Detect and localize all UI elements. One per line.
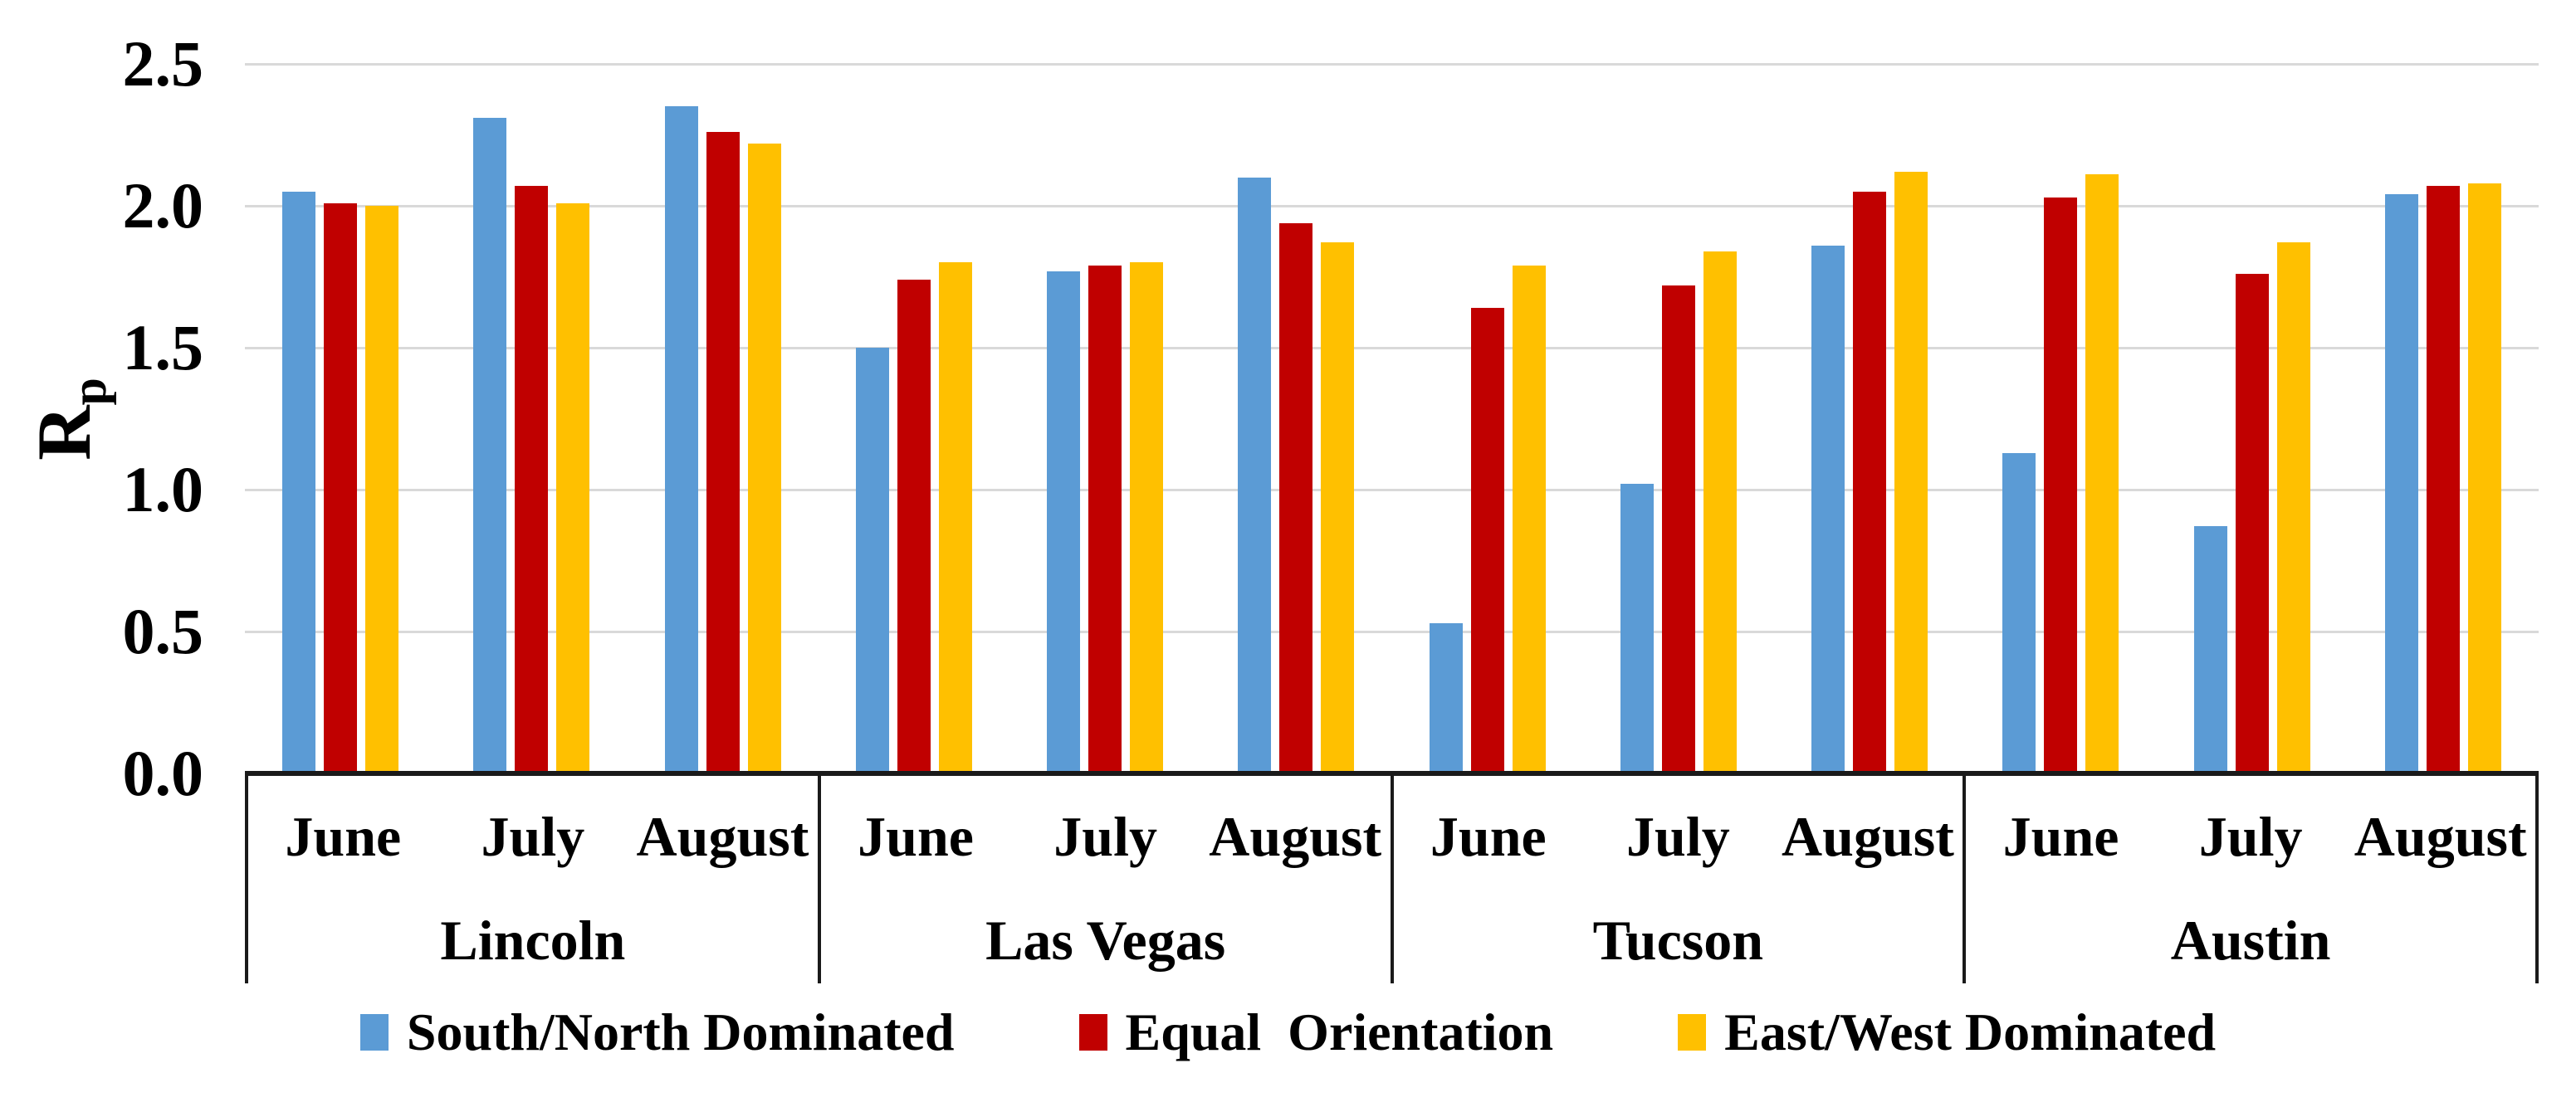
- bar-cluster-las-vegas-july: [1009, 64, 1200, 773]
- bar-cluster-lincoln-june: [245, 64, 436, 773]
- y-tick-label-0-5: 0.5: [122, 595, 204, 667]
- gridline-1.0: [245, 488, 2539, 491]
- category-group-las-vegas: June July August Las Vegas: [821, 776, 1394, 983]
- legend-item-east-west-dominated: East/West Dominated: [1678, 1006, 2216, 1059]
- bar-cluster-lincoln-july: [436, 64, 627, 773]
- bar-south-north-dominated-las-vegas-july: [1047, 271, 1081, 773]
- city-label-lincoln: Lincoln: [440, 908, 626, 972]
- bar-east-west-dominated-las-vegas-august: [1321, 242, 1355, 773]
- city-label-tucson: Tucson: [1592, 908, 1764, 972]
- bar-east-west-dominated-las-vegas-july: [1130, 262, 1164, 773]
- bar-equal-orientation-lincoln-august: [706, 132, 740, 773]
- x-axis-line: [245, 771, 2539, 776]
- bar-south-north-dominated-lincoln-august: [664, 106, 698, 773]
- y-tick-label-2-5: 2.5: [122, 27, 204, 100]
- legend-item-equal-orientation: Equal Orientation: [1078, 1002, 1554, 1061]
- bar-cluster-austin-august: [2348, 64, 2539, 773]
- bar-cluster-tucson-june: [1392, 64, 1583, 773]
- bar-equal-orientation-las-vegas-july: [1088, 265, 1122, 773]
- category-group-tucson: June July August Tucson: [1394, 776, 1967, 983]
- legend-swatch-equal-orientation: [1078, 1014, 1107, 1051]
- month-label-tucson-august: August: [1782, 804, 1954, 868]
- bar-equal-orientation-tucson-june: [1470, 308, 1504, 773]
- month-label-austin-june: June: [2002, 804, 2119, 868]
- bar-south-north-dominated-austin-july: [2193, 526, 2227, 773]
- bar-east-west-dominated-austin-june: [2085, 174, 2119, 773]
- month-label-las-vegas-august: August: [1209, 804, 1382, 868]
- bars-layer: [245, 64, 2539, 773]
- bar-cluster-tucson-july: [1583, 64, 1774, 773]
- bar-equal-orientation-austin-july: [2235, 274, 2269, 773]
- month-label-tucson-june: June: [1430, 804, 1547, 868]
- y-tick-label-1-5: 1.5: [122, 311, 204, 383]
- month-label-austin-august: August: [2354, 804, 2527, 868]
- legend-label-equal-orientation: Equal Orientation: [1125, 1002, 1554, 1061]
- month-labels-las-vegas: June July August: [821, 776, 1391, 896]
- bar-cluster-austin-june: [1965, 64, 2156, 773]
- bar-east-west-dominated-tucson-july: [1703, 251, 1737, 773]
- month-label-tucson-july: July: [1626, 804, 1730, 868]
- y-axis-tick-labels: 2.5 2.0 1.5 1.0 0.5 0.0: [0, 32, 204, 806]
- bar-south-north-dominated-tucson-august: [1811, 245, 1845, 773]
- category-group-lincoln: June July August Lincoln: [248, 776, 821, 983]
- bar-equal-orientation-austin-june: [2044, 197, 2078, 773]
- legend-swatch-east-west-dominated: [1678, 1014, 1707, 1051]
- bar-south-north-dominated-tucson-june: [1429, 622, 1463, 773]
- bar-east-west-dominated-lincoln-august: [747, 143, 781, 773]
- month-label-las-vegas-july: July: [1053, 804, 1157, 868]
- y-tick-label-1-0: 1.0: [122, 453, 204, 525]
- bar-east-west-dominated-tucson-august: [1894, 171, 1928, 773]
- y-tick-label-2-0: 2.0: [122, 169, 204, 241]
- gridline-2.0: [245, 204, 2539, 207]
- city-label-austin: Austin: [2170, 908, 2331, 972]
- bar-cluster-las-vegas-june: [819, 64, 1009, 773]
- bar-cluster-las-vegas-august: [1200, 64, 1391, 773]
- month-labels-tucson: June July August: [1394, 776, 1963, 896]
- gridline-1.5: [245, 346, 2539, 349]
- y-tick-label-0-0: 0.0: [122, 737, 204, 809]
- bar-cluster-lincoln-august: [628, 64, 819, 773]
- category-group-austin: June July August Austin: [1966, 776, 2539, 983]
- month-label-austin-july: July: [2198, 804, 2303, 868]
- month-labels-lincoln: June July August: [248, 776, 818, 896]
- plot-area: [245, 62, 2539, 776]
- category-axis: June July August Lincoln June July August Las V…: [245, 776, 2539, 983]
- bar-cluster-austin-july: [2157, 64, 2348, 773]
- gridline-2.5: [245, 62, 2539, 66]
- legend-label-east-west-dominated: East/West Dominated: [1724, 1002, 2217, 1061]
- bar-east-west-dominated-las-vegas-june: [938, 262, 972, 773]
- city-label-las-vegas: Las Vegas: [985, 908, 1226, 972]
- bar-south-north-dominated-austin-june: [2002, 452, 2036, 773]
- legend-item-south-north-dominated: South/North Dominated: [359, 1002, 955, 1061]
- bar-south-north-dominated-las-vegas-june: [855, 348, 889, 773]
- legend-label-south-north-dominated: South/North Dominated: [406, 1002, 955, 1061]
- month-labels-austin: June July August: [1966, 776, 2535, 896]
- bar-cluster-tucson-august: [1774, 64, 1965, 773]
- legend-swatch-south-north-dominated: [359, 1014, 389, 1051]
- bar-south-north-dominated-lincoln-july: [473, 117, 507, 773]
- month-label-lincoln-june: June: [285, 804, 402, 868]
- bar-east-west-dominated-austin-august: [2467, 183, 2501, 773]
- bar-south-north-dominated-las-vegas-august: [1238, 177, 1272, 773]
- bar-south-north-dominated-austin-august: [2384, 194, 2418, 773]
- month-label-lincoln-august: August: [636, 804, 809, 868]
- gridline-0.5: [245, 630, 2539, 633]
- bar-equal-orientation-las-vegas-august: [1279, 222, 1313, 773]
- bar-east-west-dominated-lincoln-july: [556, 202, 590, 773]
- bar-east-west-dominated-tucson-june: [1512, 265, 1546, 773]
- month-label-lincoln-july: July: [481, 804, 585, 868]
- bar-equal-orientation-lincoln-june: [324, 202, 358, 773]
- bar-equal-orientation-austin-august: [2426, 186, 2460, 773]
- bar-equal-orientation-tucson-july: [1661, 285, 1695, 773]
- bar-east-west-dominated-lincoln-june: [365, 206, 399, 773]
- bar-south-north-dominated-lincoln-june: [282, 191, 316, 773]
- month-label-las-vegas-june: June: [858, 804, 974, 868]
- bar-south-north-dominated-tucson-july: [1620, 484, 1654, 773]
- bar-east-west-dominated-austin-july: [2276, 242, 2310, 773]
- legend: South/North Dominated Equal Orientation Ea…: [0, 1006, 2576, 1059]
- bar-equal-orientation-las-vegas-june: [897, 279, 931, 773]
- bar-equal-orientation-tucson-august: [1853, 191, 1887, 773]
- bar-equal-orientation-lincoln-july: [515, 186, 549, 773]
